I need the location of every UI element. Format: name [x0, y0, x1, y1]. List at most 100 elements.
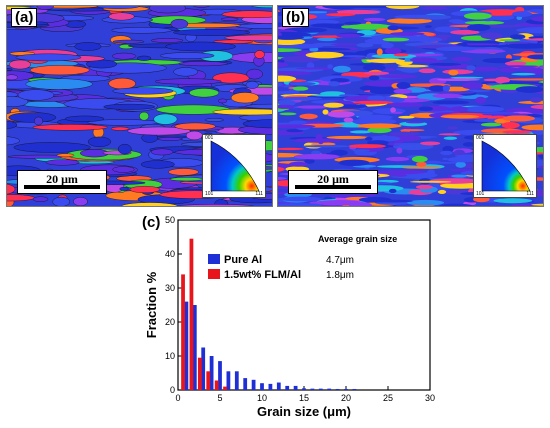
grain [387, 25, 400, 31]
grain [330, 43, 362, 46]
grain [440, 182, 484, 189]
grain [309, 201, 324, 205]
bar-pure-al [234, 371, 239, 390]
ebsd-map-a: (a) 20 μm 001 101 111 [6, 5, 273, 207]
grain [37, 6, 54, 10]
grain [29, 65, 90, 76]
grain [382, 37, 410, 42]
grain [310, 23, 340, 28]
grain [173, 29, 250, 36]
grain [442, 157, 448, 161]
grain [140, 160, 175, 169]
grain [385, 156, 410, 162]
grain [178, 61, 228, 67]
grain [289, 81, 316, 86]
grain [7, 67, 13, 71]
grain [299, 113, 318, 120]
x-tick-label: 30 [425, 393, 435, 403]
bar-pure-al [293, 385, 298, 390]
grain [363, 17, 386, 22]
grain [292, 138, 342, 143]
ipf-label-111-b: 111 [526, 191, 534, 197]
grain [204, 118, 224, 122]
grain [340, 55, 367, 58]
grain [112, 52, 137, 60]
grain [461, 82, 483, 90]
grain [73, 196, 88, 206]
grain [288, 120, 308, 125]
panel-label-c: (c) [142, 214, 161, 231]
ipf-label-001-b: 001 [476, 135, 485, 141]
grain [529, 9, 543, 13]
grain [435, 46, 477, 52]
grain [278, 99, 296, 107]
average-grain-size-value: 1.8μm [326, 270, 354, 281]
grain [431, 183, 441, 187]
grain [224, 34, 272, 41]
grain [174, 122, 216, 130]
panel-label-a: (a) [11, 8, 38, 27]
grain [418, 106, 433, 112]
grain [462, 106, 505, 113]
grain [376, 48, 383, 56]
grain [512, 11, 533, 17]
grain [139, 111, 149, 121]
grain [121, 202, 178, 206]
grain [480, 122, 502, 127]
grain [278, 35, 305, 40]
ebsd-map-b: (b) 20 μm 001 101 111 [277, 5, 544, 207]
grain [397, 64, 429, 68]
grain [390, 107, 396, 113]
grain [396, 82, 411, 90]
x-axis-label: Grain size (μm) [257, 404, 351, 419]
grain [278, 162, 281, 166]
grain [472, 66, 500, 72]
grain [52, 196, 70, 206]
grain [108, 77, 136, 90]
grain [415, 14, 452, 20]
grain [418, 68, 436, 74]
grain [64, 115, 105, 122]
grain [352, 118, 397, 126]
scale-bar-label-b: 20 μm [317, 172, 349, 186]
grain [112, 87, 174, 95]
grain [235, 23, 272, 29]
legend-label: Pure Al [224, 254, 262, 266]
grain [127, 126, 191, 136]
grain [189, 88, 220, 98]
ipf-label-101-a: 101 [205, 191, 214, 197]
grain [405, 121, 425, 124]
grain [348, 201, 373, 206]
panel-label-b: (b) [282, 8, 310, 27]
grain [278, 31, 282, 37]
grain [245, 103, 272, 109]
grain [509, 34, 526, 40]
grain [426, 160, 441, 164]
grain [450, 29, 480, 35]
grain [501, 122, 520, 129]
x-tick-label: 5 [217, 393, 222, 403]
grain [502, 115, 536, 122]
bar-pure-al [344, 388, 348, 390]
grain [530, 96, 542, 103]
grain [482, 58, 516, 64]
grain [401, 166, 442, 169]
grain [316, 37, 337, 42]
bar-flm-al [181, 274, 185, 390]
grain [220, 17, 239, 21]
grain [56, 153, 75, 158]
grain [278, 6, 296, 8]
grain [97, 6, 140, 9]
grain [415, 6, 457, 8]
ipf-triangle-b [481, 140, 531, 192]
bar-pure-al [327, 388, 332, 390]
ipf-legend-b: 001 101 111 [473, 134, 537, 198]
grain [449, 106, 469, 112]
bar-pure-al [209, 356, 214, 390]
grain [398, 115, 415, 119]
grain [310, 142, 336, 146]
grain [499, 39, 521, 42]
bar-pure-al [226, 371, 231, 390]
grain [530, 104, 543, 110]
grain [173, 67, 199, 77]
